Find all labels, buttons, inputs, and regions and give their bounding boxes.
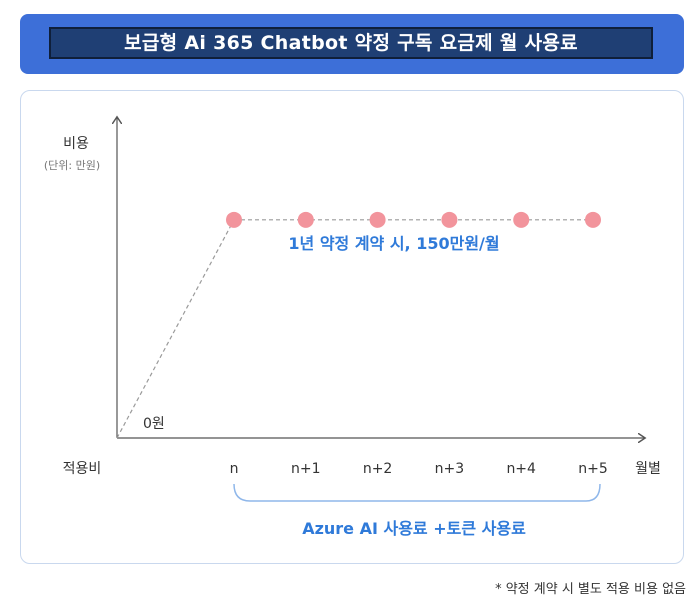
bracket xyxy=(233,483,601,502)
data-point-n xyxy=(226,211,242,228)
ramp-line xyxy=(116,219,235,439)
data-point-n+3 xyxy=(441,211,458,228)
data-point-n+5 xyxy=(585,211,601,228)
y-axis-label: 비용 xyxy=(63,136,89,152)
data-point-n+1 xyxy=(297,211,314,228)
footnote: * 약정 계약 시 별도 적용 비용 없음 xyxy=(495,582,686,597)
data-point-n+4 xyxy=(513,211,530,228)
x-tick-label: n+4 xyxy=(506,461,536,477)
bracket-label: Azure AI 사용료 +토큰 사용료 xyxy=(302,519,526,538)
y-axis-unit: (단위: 만원) xyxy=(44,159,100,172)
x-tick-label: n+3 xyxy=(435,461,465,477)
page-title: 보급형 Ai 365 Chatbot 약정 구독 요금제 월 사용료 xyxy=(49,27,653,59)
setup-fee-label: 적용비 xyxy=(63,461,102,477)
data-point-n+2 xyxy=(369,211,386,228)
x-axis-label: 월별 xyxy=(635,461,661,477)
title-banner: 보급형 Ai 365 Chatbot 약정 구독 요금제 월 사용료 xyxy=(20,14,684,74)
x-tick-label: n xyxy=(230,461,239,477)
annotation: 1년 약정 계약 시, 150만원/월 xyxy=(288,234,499,253)
x-tick-label: n+2 xyxy=(363,461,393,477)
x-tick-label: n+1 xyxy=(291,461,321,477)
x-tick-label: n+5 xyxy=(578,461,608,477)
origin-label: 0원 xyxy=(143,416,165,432)
chart-panel xyxy=(20,90,684,564)
